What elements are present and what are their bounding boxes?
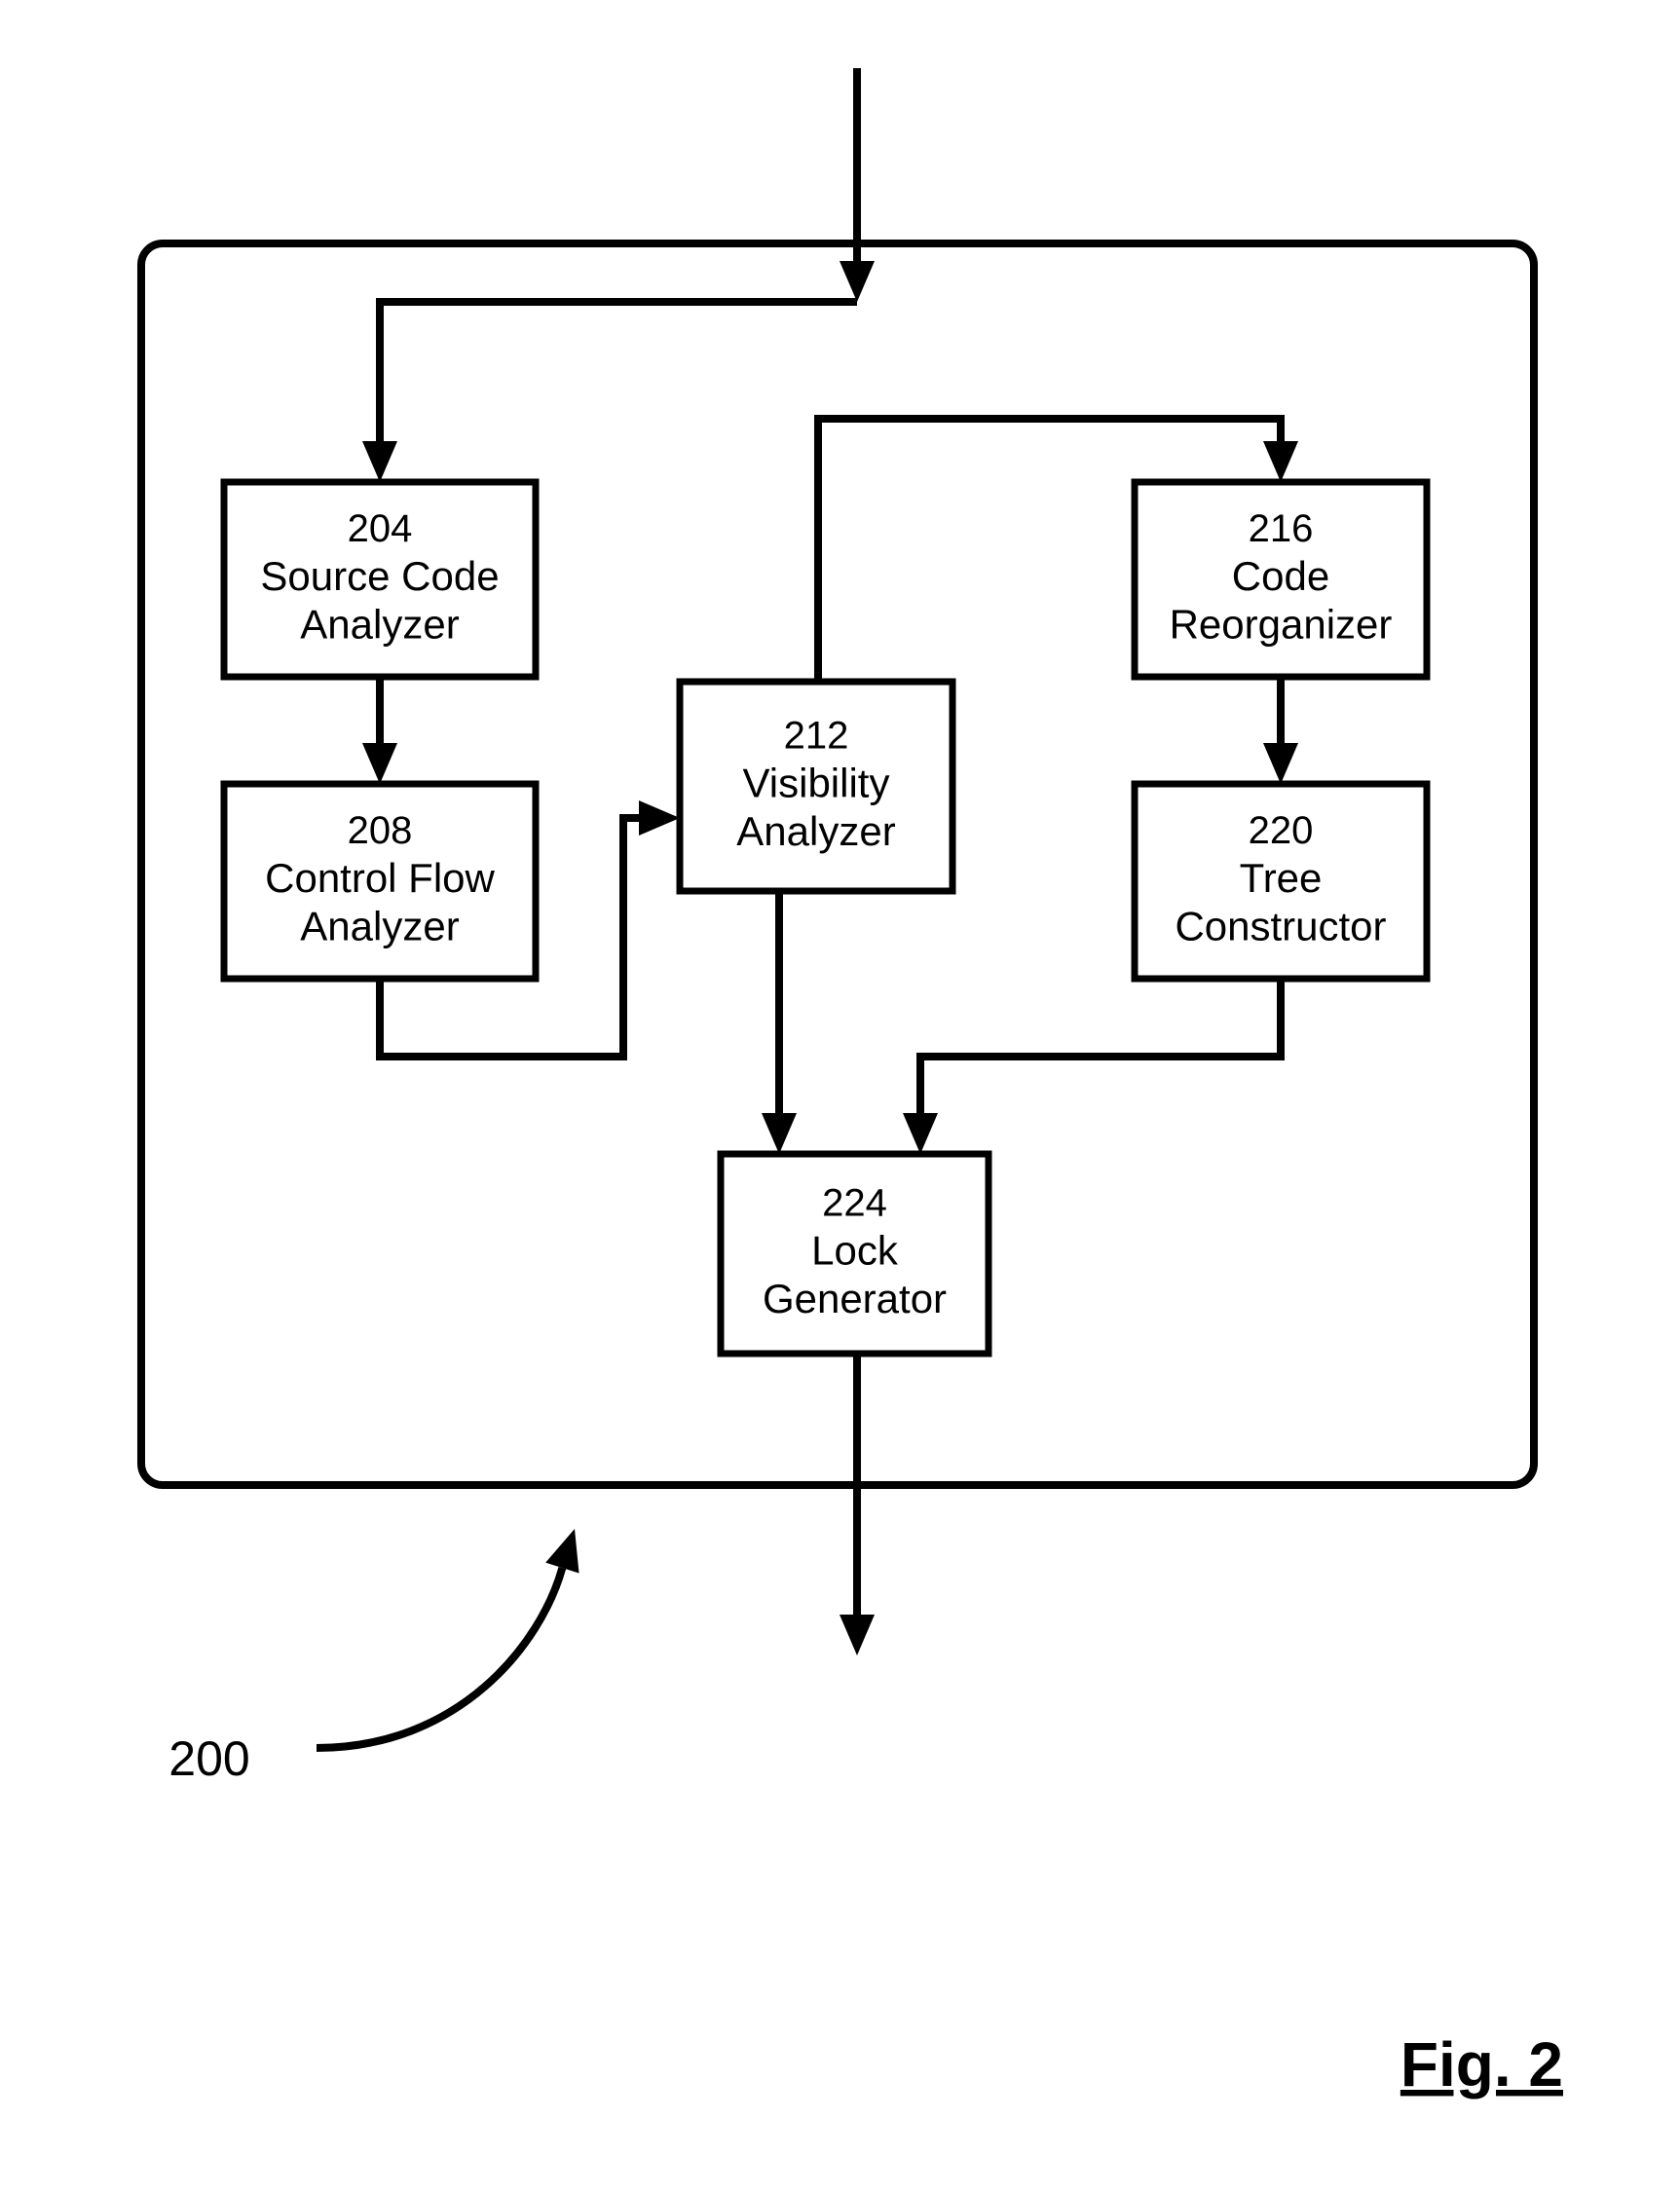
node-204-number: 204 <box>348 507 413 550</box>
node-212-label-line-1: Analyzer <box>736 808 895 854</box>
node-204-label-line-1: Analyzer <box>300 602 459 648</box>
node-204: 204Source CodeAnalyzer <box>224 482 536 677</box>
node-208-label-line-0: Control Flow <box>265 855 495 901</box>
node-208-number: 208 <box>348 809 413 852</box>
node-220-label-line-0: Tree <box>1240 855 1323 901</box>
node-208-label-line-1: Analyzer <box>300 904 459 949</box>
node-216-label-line-1: Reorganizer <box>1170 602 1393 648</box>
node-212-label-line-0: Visibility <box>743 761 890 806</box>
node-208: 208Control FlowAnalyzer <box>224 784 536 979</box>
diagram-canvas: 204Source CodeAnalyzer208Control FlowAna… <box>0 0 1680 2193</box>
node-216-number: 216 <box>1249 507 1314 550</box>
node-216-label-line-0: Code <box>1232 553 1329 599</box>
node-204-label-line-0: Source Code <box>260 553 499 599</box>
ref-label: 200 <box>168 1731 249 1786</box>
node-220: 220TreeConstructor <box>1135 784 1427 979</box>
node-216: 216CodeReorganizer <box>1135 482 1427 677</box>
node-224-label-line-1: Generator <box>763 1276 947 1321</box>
node-224-number: 224 <box>822 1182 887 1225</box>
node-220-number: 220 <box>1249 809 1314 852</box>
node-220-label-line-1: Constructor <box>1175 904 1386 949</box>
node-224: 224LockGenerator <box>721 1154 989 1354</box>
background <box>0 0 1680 2193</box>
node-212: 212VisibilityAnalyzer <box>680 682 952 891</box>
node-224-label-line-0: Lock <box>811 1228 899 1274</box>
figure-label: Fig. 2 <box>1400 2029 1563 2100</box>
node-212-number: 212 <box>784 715 849 758</box>
